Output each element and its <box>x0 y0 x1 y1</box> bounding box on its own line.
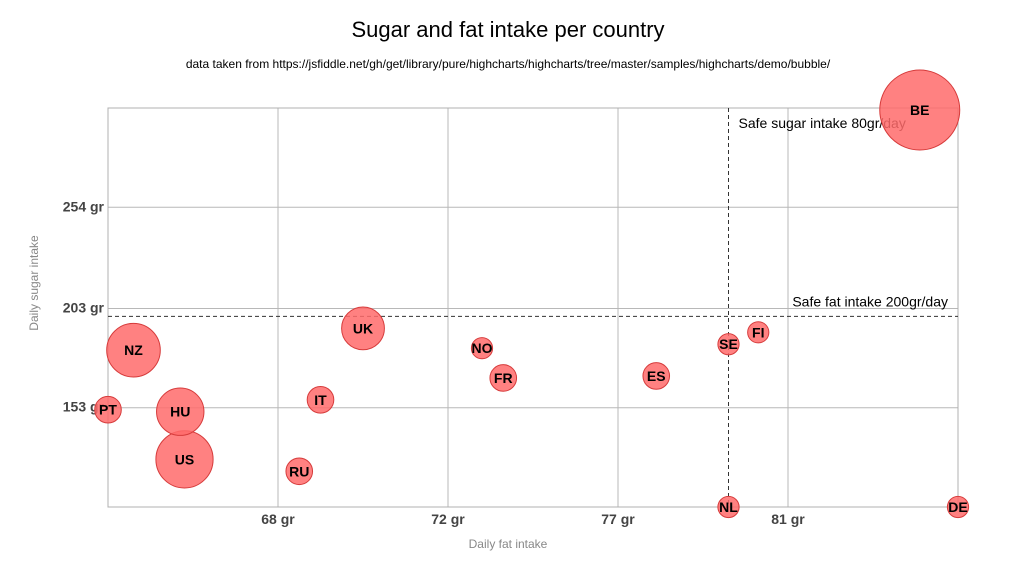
bubble-no[interactable] <box>470 337 494 360</box>
bubble-label-be: BE <box>910 102 929 118</box>
bubble-nl[interactable] <box>717 495 740 519</box>
safe-fat-label: Safe fat intake 200gr/day <box>792 293 948 309</box>
bubble-label-nz: NZ <box>124 342 143 358</box>
safe-sugar-label: Safe sugar intake 80gr/day <box>739 115 906 131</box>
bubble-fr[interactable] <box>489 364 518 392</box>
bubble-it[interactable] <box>306 386 335 414</box>
bubble-hu[interactable] <box>156 387 205 436</box>
bubble-fi[interactable] <box>747 321 770 344</box>
x-tick-label: 72 gr <box>431 511 465 527</box>
grid-layer <box>108 108 958 507</box>
bubble-label-fr: FR <box>494 370 513 386</box>
bubble-ru[interactable] <box>285 457 314 486</box>
bubble-label-nl: NL <box>719 499 738 515</box>
bubble-label-de: DE <box>948 499 967 515</box>
bubble-label-hu: HU <box>170 404 190 420</box>
bubble-label-ru: RU <box>289 463 309 479</box>
bubble-es[interactable] <box>642 362 671 390</box>
x-tick-label: 68 gr <box>261 511 295 527</box>
bubble-be[interactable] <box>879 69 961 151</box>
bubble-label-it: IT <box>314 392 327 408</box>
bubble-label-no: NO <box>472 340 493 356</box>
x-tick-label: 81 gr <box>771 511 805 527</box>
y-tick-label: 153 gr <box>63 399 105 415</box>
bubble-label-fi: FI <box>752 324 764 340</box>
x-axis-title: Daily fat intake <box>469 537 548 551</box>
x-tick-label: 77 gr <box>601 511 635 527</box>
y-axis-title: Daily sugar intake <box>27 235 41 331</box>
chart-title: Sugar and fat intake per country <box>351 17 664 42</box>
y-tick-label: 254 gr <box>63 198 105 214</box>
chart-subtitle: data taken from https://jsfiddle.net/gh/… <box>186 57 831 71</box>
bubble-label-us: US <box>175 451 194 467</box>
bubble-label-pt: PT <box>99 402 117 418</box>
plot-frame <box>107 107 959 508</box>
plotline-layer: Safe sugar intake 80gr/day Safe fat intak… <box>108 108 958 507</box>
tick-layer: 68 gr 72 gr 77 gr 81 gr 153 gr 203 gr 254 gr <box>63 198 806 527</box>
bubble-label-se: SE <box>719 336 738 352</box>
bubble-uk[interactable] <box>341 306 385 351</box>
bubble-se[interactable] <box>717 333 740 356</box>
bubble-label-uk: UK <box>353 320 373 336</box>
bubble-pt[interactable] <box>94 395 122 424</box>
bubble-de[interactable] <box>946 495 970 519</box>
bubble-label-es: ES <box>647 368 666 384</box>
bubble-nz[interactable] <box>106 322 161 378</box>
y-tick-label: 203 gr <box>63 299 105 315</box>
